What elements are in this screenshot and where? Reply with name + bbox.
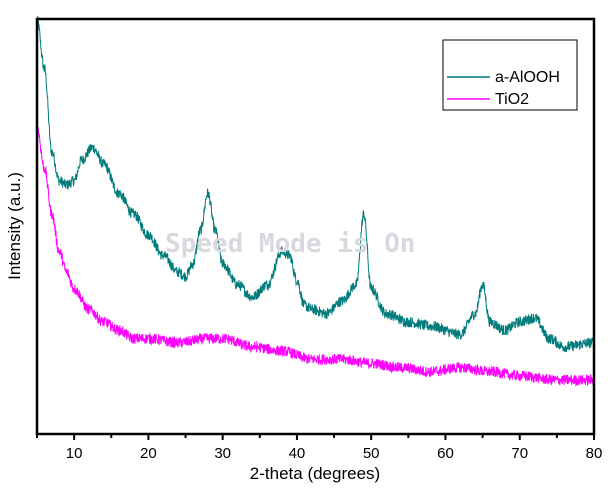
y-axis-title: Intensity (a.u.) xyxy=(5,172,24,280)
x-axis: 10 20 30 40 50 60 70 80 xyxy=(36,434,603,462)
x-tick-label: 40 xyxy=(289,445,306,462)
x-tick-label: 10 xyxy=(66,445,83,462)
series-line-a-alooh xyxy=(36,16,595,353)
x-tick-label: 30 xyxy=(214,445,231,462)
x-tick-label: 20 xyxy=(140,445,157,462)
x-axis-title: 2-theta (degrees) xyxy=(250,464,380,483)
legend: a-AlOOH TiO2 xyxy=(442,39,578,111)
x-tick-label: 60 xyxy=(437,445,454,462)
legend-label-tio2: TiO2 xyxy=(495,91,529,108)
plot-frame xyxy=(35,17,596,436)
x-tick-label: 50 xyxy=(363,445,380,462)
watermark-text: Speed Mode is On xyxy=(165,229,415,259)
legend-label-a-alooh: a-AlOOH xyxy=(495,69,560,86)
series-layer xyxy=(36,16,595,387)
x-tick-label: 80 xyxy=(586,445,603,462)
x-tick-label: 70 xyxy=(511,445,528,462)
series-line-tio2 xyxy=(36,126,595,387)
